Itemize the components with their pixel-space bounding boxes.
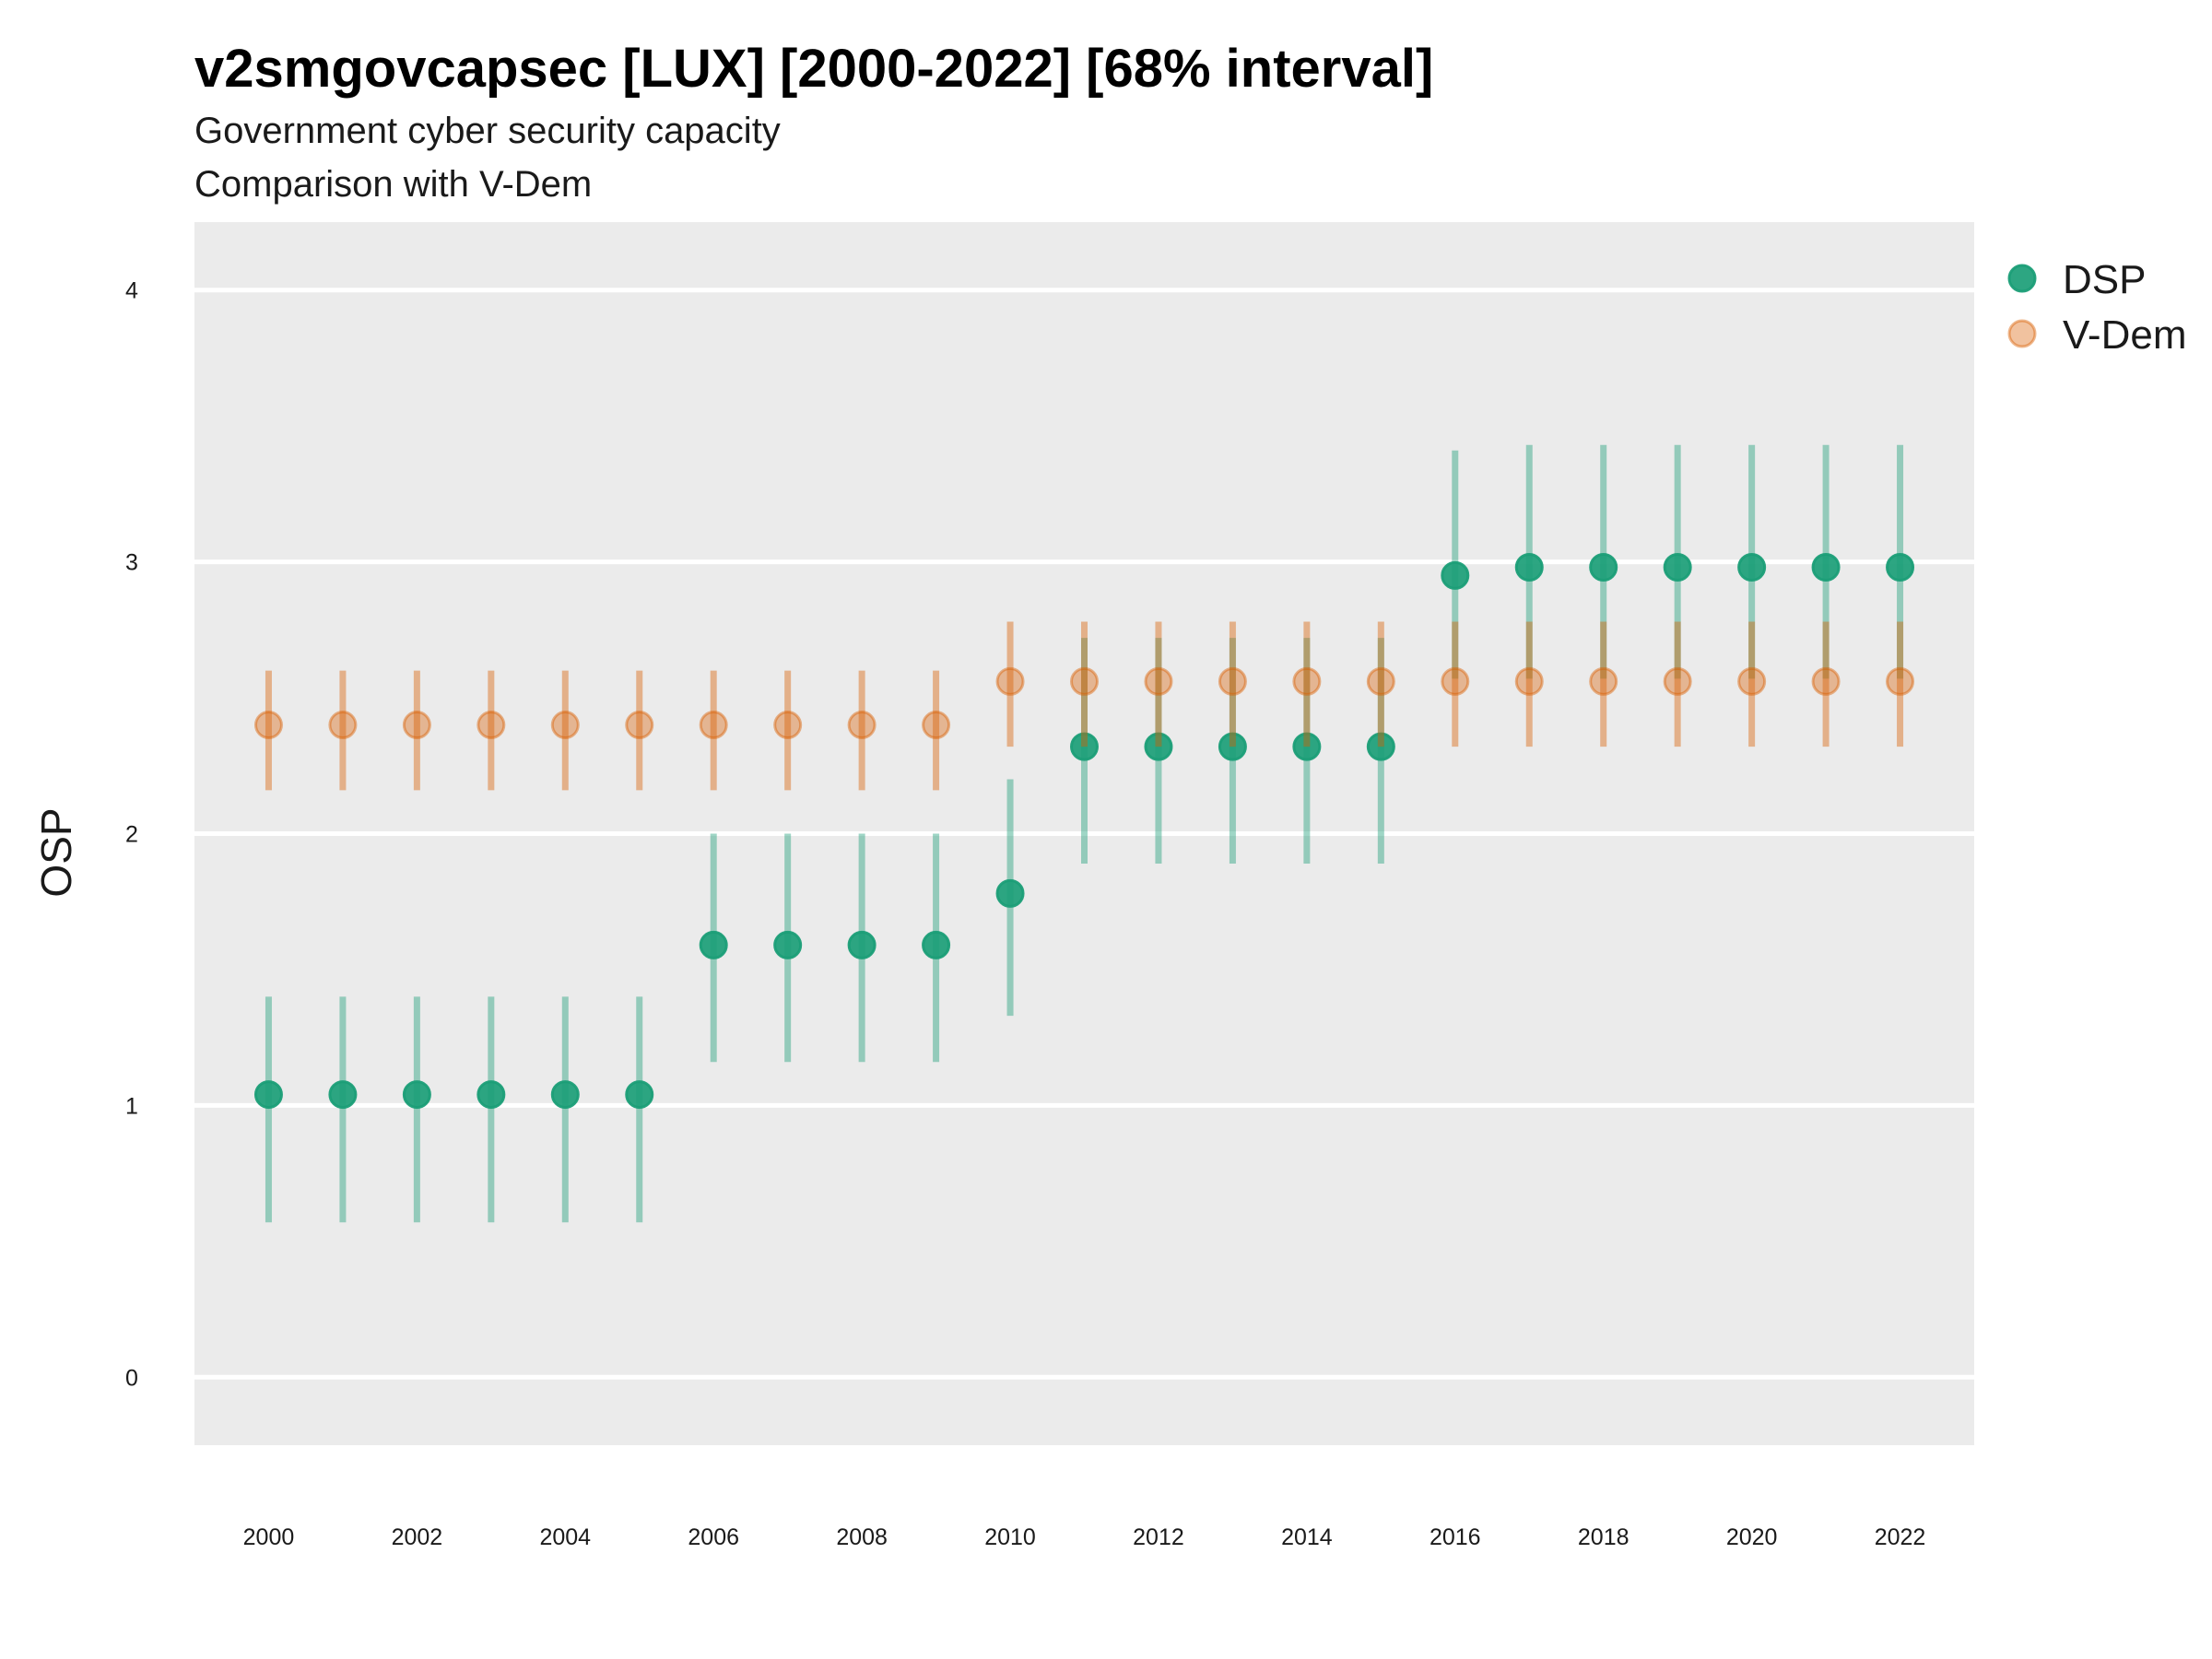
vdem-point-2015 <box>1366 666 1395 696</box>
y-axis-label: OSP <box>32 807 80 897</box>
dsp-point-2013 <box>1218 732 1247 761</box>
dsp-point-2015 <box>1366 732 1395 761</box>
x-tick-label-2008: 2008 <box>836 1524 888 1550</box>
y-tick-label-4: 4 <box>125 278 138 304</box>
legend-dsp-swatch <box>2007 264 2037 293</box>
dsp-point-2016 <box>1441 560 1470 590</box>
vdem-point-2016 <box>1441 666 1470 696</box>
y-axis-ticks: 0 1 2 3 4 <box>125 278 138 1392</box>
dsp-point-2004 <box>550 1080 580 1110</box>
vdem-point-2005 <box>625 711 654 740</box>
dsp-point-2022 <box>1886 553 1915 582</box>
dsp-point-2001 <box>328 1080 358 1110</box>
x-tick-label-2012: 2012 <box>1133 1524 1184 1550</box>
vdem-point-2002 <box>402 711 431 740</box>
legend-dsp-label: DSP <box>2063 257 2146 302</box>
vdem-point-2014 <box>1292 666 1322 696</box>
y-tick-label-2: 2 <box>125 822 138 848</box>
dsp-point-2003 <box>477 1080 506 1110</box>
dsp-point-2017 <box>1514 553 1544 582</box>
vdem-point-2013 <box>1218 666 1247 696</box>
dsp-point-2012 <box>1144 732 1173 761</box>
vdem-point-2022 <box>1886 666 1915 696</box>
y-tick-label-0: 0 <box>125 1365 138 1391</box>
dsp-point-2021 <box>1811 553 1841 582</box>
dsp-point-2014 <box>1292 732 1322 761</box>
legend: DSP V-Dem <box>2007 257 2186 358</box>
x-axis-ticks: 2000 2002 2004 2006 2008 2010 2012 2014 2016 2018… <box>243 1524 1926 1550</box>
vdem-point-2012 <box>1144 666 1173 696</box>
x-tick-label-2016: 2016 <box>1430 1524 1481 1550</box>
vdem-point-2009 <box>922 711 951 740</box>
x-tick-label-2022: 2022 <box>1875 1524 1926 1550</box>
x-tick-label-2004: 2004 <box>539 1524 591 1550</box>
vdem-point-2008 <box>847 711 877 740</box>
vdem-point-2011 <box>1070 666 1099 696</box>
vdem-point-2019 <box>1663 666 1692 696</box>
x-tick-label-2006: 2006 <box>688 1524 739 1550</box>
legend-vdem-label: V-Dem <box>2063 312 2186 358</box>
vdem-point-2010 <box>995 666 1025 696</box>
vdem-point-2017 <box>1514 666 1544 696</box>
x-tick-label-2014: 2014 <box>1281 1524 1333 1550</box>
dsp-point-2010 <box>995 878 1025 908</box>
dsp-point-2011 <box>1070 732 1099 761</box>
vdem-point-2004 <box>550 711 580 740</box>
vdem-point-2021 <box>1811 666 1841 696</box>
vdem-point-2007 <box>773 711 803 740</box>
series-vdem <box>253 621 1915 791</box>
chart-title: v2smgovcapsec [LUX] [2000-2022] [68% int… <box>194 39 1433 99</box>
dsp-point-2000 <box>253 1080 283 1110</box>
dsp-point-2008 <box>847 930 877 959</box>
vdem-point-2018 <box>1589 666 1618 696</box>
vdem-point-2020 <box>1737 666 1767 696</box>
y-tick-label-1: 1 <box>125 1093 138 1119</box>
x-tick-label-2002: 2002 <box>392 1524 443 1550</box>
vdem-point-2003 <box>477 711 506 740</box>
vdem-point-2000 <box>253 711 283 740</box>
y-tick-label-3: 3 <box>125 550 138 576</box>
dsp-point-2002 <box>402 1080 431 1110</box>
x-tick-label-2020: 2020 <box>1726 1524 1778 1550</box>
dsp-point-2018 <box>1589 553 1618 582</box>
dsp-point-2007 <box>773 930 803 959</box>
dsp-point-2006 <box>699 930 728 959</box>
dsp-point-2009 <box>922 930 951 959</box>
chart-caption: Comparison with V-Dem <box>194 164 592 205</box>
chart-subtitle: Government cyber security capacity <box>194 111 781 151</box>
legend-vdem-swatch <box>2007 319 2037 348</box>
series-dsp <box>253 444 1915 1223</box>
x-tick-label-2018: 2018 <box>1578 1524 1630 1550</box>
dsp-point-2020 <box>1737 553 1767 582</box>
x-tick-label-2000: 2000 <box>243 1524 295 1550</box>
dsp-point-2005 <box>625 1080 654 1110</box>
dsp-point-2019 <box>1663 553 1692 582</box>
vdem-point-2006 <box>699 711 728 740</box>
x-tick-label-2010: 2010 <box>984 1524 1036 1550</box>
vdem-point-2001 <box>328 711 358 740</box>
series-layer <box>253 444 1915 1223</box>
